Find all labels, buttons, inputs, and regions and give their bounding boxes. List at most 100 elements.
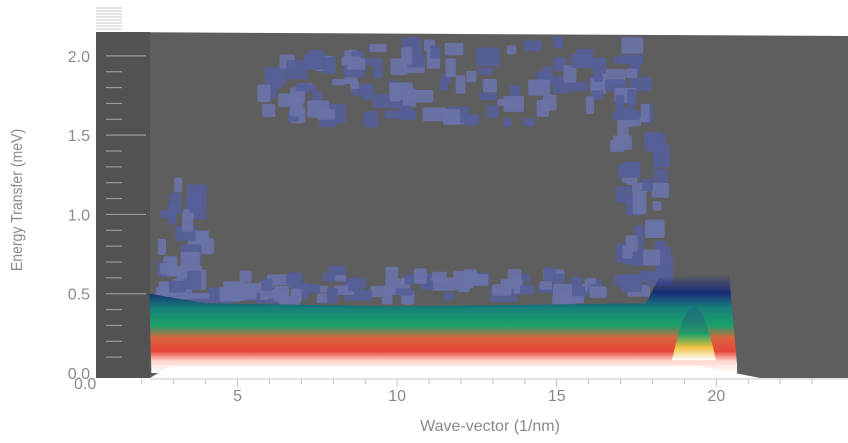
scatter-blob — [544, 267, 556, 282]
scatter-blob — [523, 40, 542, 51]
scatter-blob — [412, 90, 434, 103]
y-axis-label: Energy Transfer (meV) — [8, 129, 26, 271]
scatter-blob — [621, 37, 644, 54]
scatter-blob — [219, 287, 242, 302]
scatter-blob — [460, 114, 476, 124]
scatter-blob — [543, 94, 557, 111]
scatter-blob — [182, 270, 202, 290]
scatter-blob — [563, 65, 577, 83]
scatter-blob — [620, 54, 644, 64]
scatter-blob — [443, 292, 455, 301]
scatter-blob — [610, 140, 625, 153]
scatter-blob — [174, 177, 183, 192]
scatter-blob — [615, 186, 632, 203]
scatter-blob — [292, 100, 301, 117]
scatter-blob — [262, 103, 276, 117]
scatter-blob — [553, 273, 565, 287]
scatter-blob — [640, 103, 650, 122]
y-tick-label: 0.0 — [68, 366, 90, 383]
x-tick-label: 15 — [548, 388, 566, 405]
x-tick-label: 10 — [388, 388, 406, 405]
scatter-blob — [506, 45, 517, 55]
scatter-blob — [507, 269, 522, 285]
scatter-blob — [384, 110, 404, 119]
scatter-blob — [625, 68, 638, 78]
scatter-blob — [413, 268, 427, 284]
x-origin-label: 0.0 — [74, 376, 96, 393]
scatter-blob — [402, 88, 416, 108]
scatter-blob — [181, 212, 194, 232]
scatter-blob — [528, 79, 551, 96]
scatter-blob — [621, 107, 636, 119]
scatter-blob — [445, 58, 456, 78]
scatter-blob — [347, 280, 363, 292]
scatter-blob — [157, 239, 166, 256]
scatter-blob — [553, 283, 572, 296]
y-tick-label: 2.0 — [68, 49, 90, 66]
scatter-blob — [589, 286, 607, 298]
scatter-blob — [492, 284, 512, 296]
plot-left-wall — [96, 32, 150, 378]
scatter-blob — [237, 292, 257, 300]
scatter-blob — [503, 118, 512, 127]
y-axis-ticks: 0.0 0.5 1.0 1.5 2.0 — [68, 49, 90, 383]
x-tick-label: 20 — [707, 388, 725, 405]
scatter-blob — [443, 109, 461, 125]
scatter-blob — [632, 191, 647, 215]
scatter-blob — [373, 94, 390, 108]
scatter-blob — [369, 43, 387, 52]
scatter-blob — [373, 63, 383, 79]
scatter-blob — [652, 201, 662, 211]
scatter-blob — [285, 274, 299, 285]
scatter-blob — [278, 93, 295, 107]
scatter-blob — [625, 235, 638, 252]
scatter-blob — [290, 288, 302, 303]
scatter-blob — [463, 269, 477, 282]
scatter-blob — [503, 95, 524, 112]
scatter-blob — [361, 83, 374, 100]
scatter-blob — [520, 285, 535, 295]
scatter-blob — [571, 53, 591, 68]
scatter-blob — [486, 105, 499, 118]
scatter-blobs — [155, 36, 674, 305]
scatter-blob — [335, 275, 347, 282]
scatter-blob — [312, 90, 322, 102]
y-axis-minor-ticks — [96, 7, 146, 358]
scatter-blob — [307, 50, 325, 70]
scatter-blob — [629, 247, 645, 266]
scatter-blob — [644, 222, 665, 239]
scatter-blob — [523, 118, 536, 127]
x-axis-minor-ticks — [141, 379, 813, 387]
y-tick-label: 0.5 — [68, 287, 90, 304]
scatter-blob — [553, 36, 564, 49]
scatter-blob — [539, 281, 553, 290]
scatter-blob — [158, 281, 169, 300]
scatter-blob — [160, 262, 176, 275]
scatter-blob — [350, 81, 360, 89]
scatter-blob — [347, 58, 366, 70]
scatter-blob — [651, 182, 670, 198]
scatter-blob — [316, 293, 328, 304]
scatter-blob — [318, 119, 337, 128]
scatter-blob — [301, 284, 321, 294]
scatter-blob — [476, 47, 500, 67]
scatter-blob — [267, 74, 283, 88]
scatter-blob — [617, 120, 629, 140]
scatter-blob — [390, 58, 408, 76]
scatter-blob — [363, 111, 379, 128]
scatter-blob — [363, 58, 383, 66]
scatter-blob — [422, 107, 447, 122]
scatter-blob — [627, 89, 637, 107]
scatter-blob — [286, 60, 308, 80]
scatter-blob — [479, 92, 498, 100]
scatter-blob — [430, 45, 440, 59]
scatter-blob — [591, 90, 604, 100]
scatter-blob — [322, 56, 336, 74]
scatter-blob — [307, 100, 329, 118]
scatter-blob — [182, 293, 210, 300]
scatter-blob — [295, 84, 316, 92]
x-tick-label: 5 — [233, 388, 242, 405]
scatter-blob — [455, 75, 466, 94]
scatter-blob — [584, 278, 597, 285]
scatter-blob — [332, 79, 346, 86]
